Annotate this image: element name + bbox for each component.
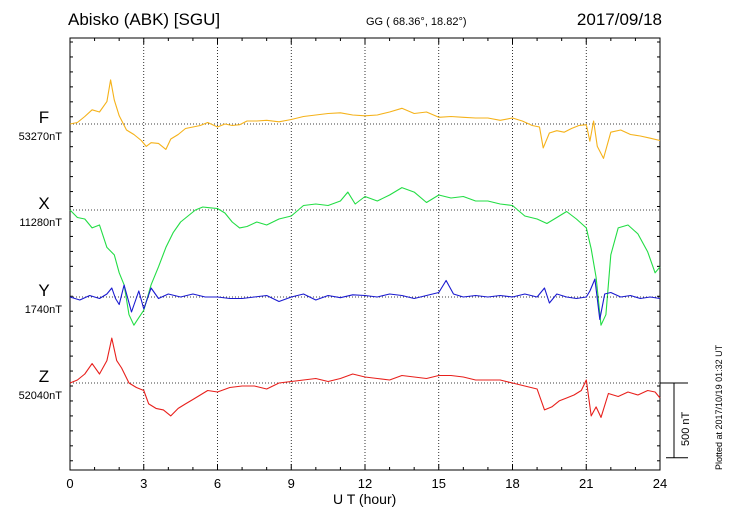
station-title: Abisko (ABK) [SGU] xyxy=(68,10,221,29)
tick-label-x-21: 21 xyxy=(579,476,593,491)
tick-label-x-12: 12 xyxy=(358,476,372,491)
series-label-y: Y xyxy=(38,281,50,300)
series-label-f: F xyxy=(38,108,50,127)
series-line-x xyxy=(69,187,661,326)
series-baseline-x: 11280nT xyxy=(19,217,62,229)
tick-label-x-24: 24 xyxy=(653,476,667,491)
series-line-f xyxy=(69,79,661,159)
series-line-y xyxy=(69,278,661,320)
tick-label-x-6: 6 xyxy=(214,476,221,491)
station-coordinates: GG ( 68.36°, 18.82°) xyxy=(366,16,467,28)
tick-label-x-0: 0 xyxy=(66,476,73,491)
x-axis-label: U T (hour) xyxy=(333,491,397,507)
tick-label-x-3: 3 xyxy=(140,476,147,491)
series-line-z xyxy=(69,337,661,418)
chart-date: 2017/09/18 xyxy=(576,10,662,29)
tick-label-x-15: 15 xyxy=(432,476,446,491)
series-baseline-y: 1740nT xyxy=(24,304,62,316)
series-baseline-z: 52040nT xyxy=(18,390,62,402)
tick-label-x-9: 9 xyxy=(288,476,295,491)
series-baseline-f: 53270nT xyxy=(18,131,62,143)
series-label-z: Z xyxy=(38,367,50,386)
series-label-x: X xyxy=(38,194,50,213)
tick-label-x-18: 18 xyxy=(505,476,519,491)
